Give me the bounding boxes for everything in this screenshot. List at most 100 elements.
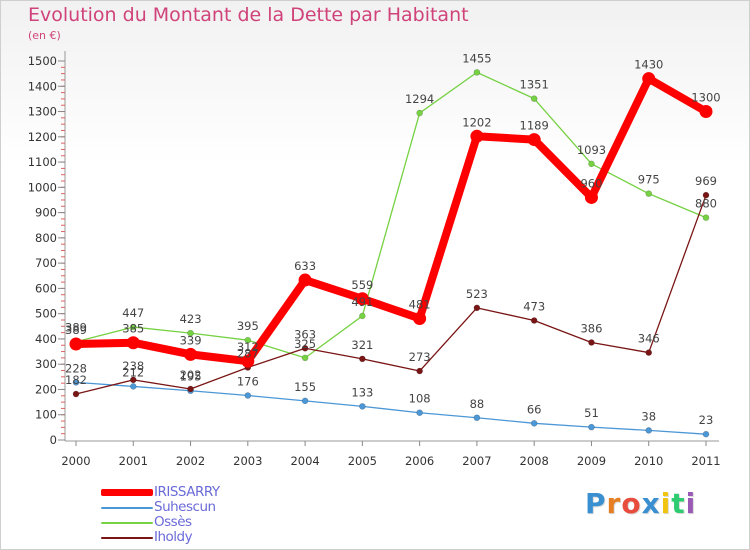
series-line-iholdy: [75, 194, 707, 395]
y-tick-label: 400: [35, 332, 57, 346]
data-label: 969: [695, 174, 717, 188]
data-point: [184, 347, 198, 361]
data-label: 1294: [405, 92, 434, 106]
data-label: 182: [65, 373, 87, 387]
x-tick-label: 2010: [634, 454, 663, 468]
data-point: [588, 423, 595, 431]
data-label: 321: [351, 338, 373, 352]
data-point: [129, 376, 137, 384]
data-label: 1455: [462, 51, 491, 65]
legend-label: Iholdy: [154, 529, 193, 545]
legend-swatch: [101, 489, 153, 496]
y-tick-label: 900: [35, 206, 57, 220]
x-tick-label: 2011: [691, 454, 720, 468]
data-label: 287: [237, 346, 259, 360]
data-label: 133: [351, 385, 373, 399]
y-tick-label: 800: [35, 231, 57, 245]
data-label: 385: [122, 322, 144, 336]
data-point: [244, 336, 252, 344]
logo-letter: i: [660, 487, 672, 520]
data-point: [699, 105, 713, 119]
y-tick-label: 1300: [28, 105, 57, 119]
legend-label: Suhescun: [154, 499, 216, 515]
legend-label: IRISSARRY: [154, 484, 220, 500]
y-tick-label: 100: [35, 408, 57, 422]
data-label: 473: [523, 299, 545, 313]
y-tick-label: 500: [35, 307, 57, 321]
y-tick-label: 700: [35, 256, 57, 270]
data-point: [642, 72, 656, 86]
data-label: 633: [294, 259, 316, 273]
data-label: 51: [584, 406, 599, 420]
data-label: 447: [122, 306, 144, 320]
series-line-ossès: [75, 71, 707, 359]
data-point: [645, 427, 653, 434]
data-label: 339: [180, 333, 202, 347]
logo-letter: x: [641, 487, 661, 520]
proxiti-logo: Proxiti: [585, 487, 696, 520]
y-tick-label: 1100: [28, 155, 57, 169]
data-label: 491: [351, 295, 373, 309]
data-point: [473, 304, 481, 312]
data-point: [473, 69, 481, 76]
chart-subtitle: (en €): [28, 29, 61, 42]
data-label: 108: [409, 392, 431, 406]
y-tick-label: 1200: [28, 130, 57, 144]
data-label: 346: [638, 332, 660, 346]
data-point: [301, 397, 309, 405]
y-tick-label: 600: [35, 281, 57, 295]
data-label: 38: [641, 409, 656, 423]
data-point: [702, 430, 710, 438]
logo-letter: P: [585, 487, 607, 520]
x-tick-label: 2002: [176, 454, 205, 468]
data-point: [301, 344, 309, 352]
logo-letter: i: [685, 487, 697, 520]
x-tick-label: 2001: [119, 454, 148, 468]
x-tick-label: 2000: [61, 454, 90, 468]
data-point: [298, 273, 312, 287]
data-point: [645, 190, 653, 197]
data-point: [645, 349, 653, 356]
data-point: [702, 191, 710, 199]
chart-title: Evolution du Montant de la Dette par Hab…: [28, 4, 469, 26]
y-tick-label: 300: [35, 357, 57, 371]
data-label: 1430: [634, 58, 663, 72]
data-label: 389: [65, 321, 87, 335]
data-point: [359, 403, 366, 410]
y-tick-label: 200: [35, 382, 57, 396]
data-label: 23: [699, 413, 714, 427]
data-label: 155: [294, 380, 316, 394]
data-point: [72, 379, 80, 386]
x-tick-label: 2004: [290, 454, 319, 468]
data-point: [588, 160, 595, 168]
data-label: 202: [180, 368, 202, 382]
logo-letter: t: [671, 487, 686, 520]
series-line-suhescun: [75, 381, 707, 435]
data-label: 66: [527, 402, 542, 416]
data-point: [69, 337, 83, 351]
series-line-irissarry: [72, 74, 710, 366]
data-label: 228: [65, 361, 87, 375]
data-point: [126, 336, 140, 350]
data-label: 880: [695, 197, 717, 211]
x-tick-label: 2007: [462, 454, 491, 468]
data-point: [301, 354, 309, 362]
data-label: 1351: [520, 78, 549, 92]
data-point: [584, 190, 598, 204]
data-label: 389: [65, 323, 87, 337]
data-label: 523: [466, 287, 488, 301]
data-label: 559: [351, 278, 373, 292]
data-point: [187, 329, 194, 337]
data-label: 273: [409, 350, 431, 364]
data-label: 386: [580, 321, 602, 335]
data-point: [416, 367, 423, 375]
data-point: [530, 420, 538, 427]
x-tick-label: 2003: [233, 454, 262, 468]
data-label: 1202: [462, 115, 491, 129]
x-tick-label: 2006: [405, 454, 434, 468]
data-label: 1093: [577, 143, 606, 157]
data-point: [355, 292, 369, 306]
data-label: 176: [237, 375, 259, 389]
data-label: 238: [122, 359, 144, 373]
